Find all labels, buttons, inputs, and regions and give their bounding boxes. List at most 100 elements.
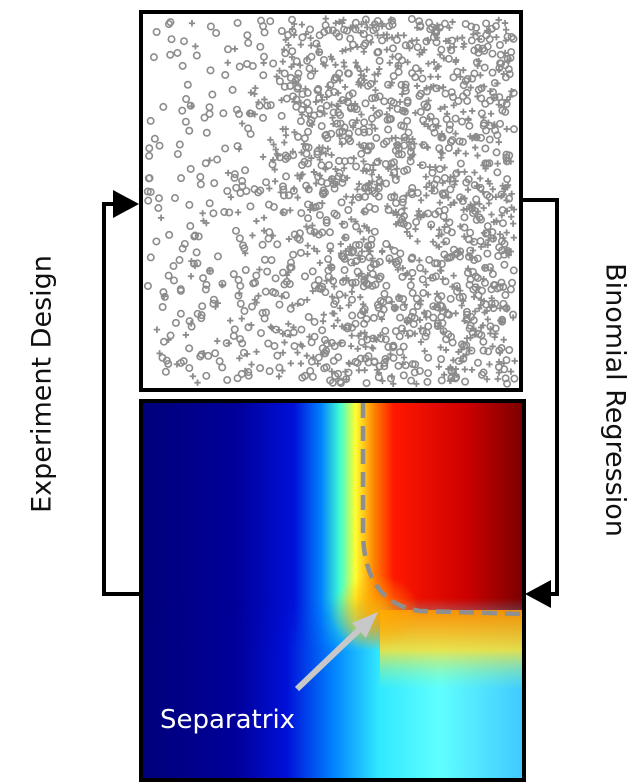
scatter-circle-marker <box>196 172 205 181</box>
scatter-plus-marker <box>414 24 421 31</box>
scatter-plus-marker <box>495 138 503 146</box>
scatter-plus-marker <box>299 343 306 350</box>
scatter-plus-marker <box>437 344 444 351</box>
scatter-plus-marker <box>354 43 361 51</box>
scatter-circle-marker <box>159 102 168 111</box>
scatter-circle-marker <box>437 302 446 311</box>
scatter-circle-marker <box>486 322 495 331</box>
scatter-circle-marker <box>508 278 517 287</box>
scatter-circle-marker <box>280 82 289 91</box>
scatter-circle-marker <box>336 379 345 388</box>
scatter-circle-marker <box>454 357 463 366</box>
scatter-plus-marker <box>419 49 426 56</box>
scatter-plus-marker <box>493 33 500 41</box>
binomial-regression-label: Binomial Regression <box>599 263 631 537</box>
scatter-plus-marker <box>393 211 401 219</box>
scatter-plus-marker <box>330 322 338 330</box>
scatter-circle-marker <box>460 223 469 232</box>
scatter-plus-marker <box>339 276 347 284</box>
scatter-plus-marker <box>260 59 267 67</box>
scatter-plus-marker <box>393 173 401 180</box>
scatter-circle-marker <box>334 369 343 378</box>
scatter-plus-marker <box>270 141 277 148</box>
scatter-plus-marker <box>352 59 360 66</box>
scatter-circle-marker <box>392 199 401 208</box>
scatter-circle-marker <box>456 159 465 168</box>
scatter-plus-marker <box>474 152 481 159</box>
scatter-plus-marker <box>278 96 285 104</box>
scatter-circle-marker <box>204 351 213 360</box>
scatter-plus-marker <box>484 241 491 249</box>
scatter-plus-marker <box>441 103 448 111</box>
scatter-circle-marker <box>315 201 324 210</box>
scatter-plus-marker <box>255 99 262 106</box>
scatter-circle-marker <box>355 240 364 249</box>
scatter-plus-marker <box>363 333 370 341</box>
scatter-plus-marker <box>450 43 458 51</box>
scatter-circle-marker <box>334 108 343 117</box>
scatter-circle-marker <box>330 184 339 193</box>
scatter-circle-marker <box>303 56 312 65</box>
scatter-circle-marker <box>410 368 419 377</box>
scatter-plus-marker <box>348 288 356 295</box>
scatter-circle-marker <box>208 90 217 99</box>
scatter-circle-marker <box>321 288 330 297</box>
scatter-plus-marker <box>370 104 377 112</box>
scatter-circle-marker <box>432 84 441 93</box>
scatter-plus-marker <box>421 347 428 355</box>
scatter-plus-marker <box>446 24 453 31</box>
scatter-plus-marker <box>488 211 495 218</box>
scatter-circle-marker <box>491 22 500 31</box>
scatter-circle-marker <box>249 279 258 288</box>
scatter-plus-marker <box>285 41 292 49</box>
scatter-circle-marker <box>306 71 315 80</box>
scatter-plus-marker <box>502 26 510 33</box>
scatter-circle-marker <box>305 64 314 73</box>
scatter-plus-marker <box>432 163 439 171</box>
scatter-plus-marker <box>354 64 361 71</box>
scatter-circle-marker <box>497 344 506 353</box>
scatter-plus-marker <box>324 83 332 90</box>
scatter-circle-marker <box>348 89 357 98</box>
scatter-plus-marker <box>368 171 375 178</box>
scatter-plus-marker <box>335 102 342 110</box>
scatter-circle-marker <box>304 143 313 152</box>
scatter-circle-marker <box>382 239 391 248</box>
scatter-circle-marker <box>370 227 379 236</box>
scatter-plus-marker <box>416 257 423 264</box>
scatter-plus-marker <box>253 217 260 225</box>
scatter-circle-marker <box>407 143 416 152</box>
scatter-circle-marker <box>427 220 436 229</box>
scatter-plus-marker <box>439 275 447 283</box>
scatter-circle-marker <box>360 118 369 127</box>
scatter-plus-marker <box>435 363 443 370</box>
scatter-circle-marker <box>462 88 471 97</box>
scatter-circle-marker <box>510 374 519 383</box>
scatter-circle-marker <box>363 146 372 155</box>
scatter-plus-marker <box>483 376 491 383</box>
scatter-plus-marker <box>507 248 515 255</box>
scatter-circle-marker <box>324 272 333 281</box>
scatter-circle-marker <box>488 270 497 279</box>
scatter-circle-marker <box>424 209 433 218</box>
scatter-plus-marker <box>297 360 305 367</box>
scatter-circle-marker <box>496 50 505 59</box>
scatter-circle-marker <box>275 77 284 86</box>
scatter-plus-marker <box>480 275 487 283</box>
scatter-circle-marker <box>173 150 182 159</box>
scatter-circle-marker <box>465 121 474 130</box>
scatter-plus-marker <box>285 235 293 243</box>
scatter-plus-marker <box>343 193 350 200</box>
scatter-plus-marker <box>477 324 485 331</box>
scatter-plus-marker <box>290 20 298 28</box>
scatter-plus-marker <box>465 116 472 124</box>
scatter-plus-marker <box>477 301 485 309</box>
scatter-plus-marker <box>357 67 364 75</box>
scatter-circle-marker <box>164 271 173 280</box>
scatter-points <box>143 15 519 388</box>
scatter-circle-marker <box>446 137 455 146</box>
scatter-plus-marker <box>355 252 362 259</box>
scatter-plus-marker <box>362 343 369 351</box>
scatter-circle-marker <box>234 275 243 284</box>
